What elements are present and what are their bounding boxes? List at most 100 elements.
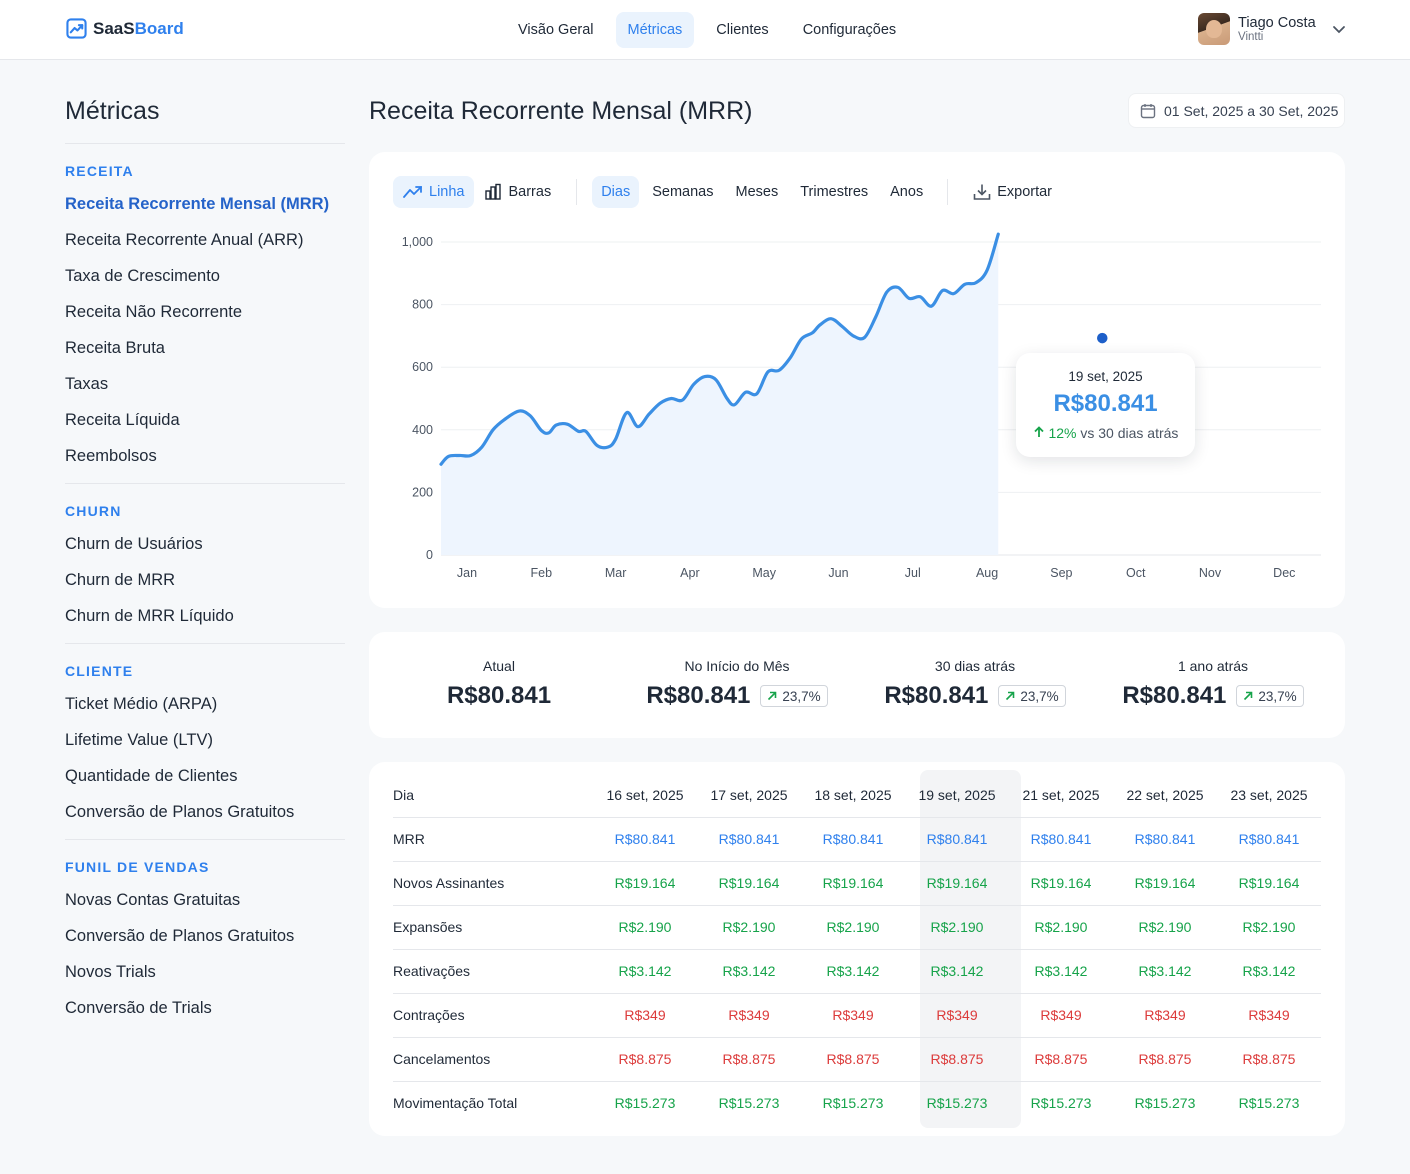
stat-30-dias-atras: 30 dias atrás R$80.841 23,7%	[856, 658, 1094, 710]
table-cell: R$2.190	[801, 905, 905, 950]
table-cell: R$80.841	[905, 817, 1009, 862]
table-cell: R$349	[1113, 993, 1217, 1038]
arrow-up-icon	[1033, 426, 1044, 437]
change-badge: 23,7%	[998, 685, 1066, 707]
table-cell: R$349	[801, 993, 905, 1038]
tooltip-change-pct: 12%	[1048, 425, 1077, 441]
table-cell: R$8.875	[697, 1037, 801, 1082]
stat-label: 30 dias atrás	[934, 658, 1016, 674]
user-menu[interactable]: Tiago Costa Vintti	[1198, 13, 1346, 45]
chart-type-line-button[interactable]: Linha	[393, 176, 475, 208]
column-header[interactable]: 21 set, 2025	[1009, 774, 1113, 818]
mrr-line-chart[interactable]: 0 200 400 600 800 1,000 Jan Feb Mar Apr May Jun Jul A…	[369, 152, 1345, 608]
sidebar-item-novas-contas-gratuitas[interactable]: Novas Contas Gratuitas	[65, 891, 241, 909]
x-tick-label: Sep	[1050, 566, 1072, 580]
y-tick-label: 1,000	[402, 235, 433, 249]
table-cell: R$80.841	[1113, 817, 1217, 862]
sidebar-item-receita-nao-recorrente[interactable]: Receita Não Recorrente	[65, 303, 243, 321]
sidebar-item-conversao-de-planos-gratuitos[interactable]: Conversão de Planos Gratuitos	[65, 803, 295, 821]
nav-metricas[interactable]: Métricas	[615, 12, 695, 48]
date-range-label: 01 Set, 2025 a 30 Set, 2025	[1164, 102, 1339, 119]
table-cell: R$19.164	[593, 861, 697, 906]
sidebar-item-receita-recorrente-anual-arr[interactable]: Receita Recorrente Anual (ARR)	[65, 231, 304, 249]
brand-logo[interactable]: SaaSBoard	[66, 18, 184, 39]
trend-line-icon	[403, 186, 422, 198]
chart-tooltip: 19 set, 2025 R$80.841 12% vs 30 dias atr…	[1016, 353, 1195, 457]
column-header[interactable]: 19 set, 2025	[905, 774, 1009, 818]
row-label: Contrações	[393, 993, 593, 1038]
stat-label: Atual	[483, 658, 515, 674]
sidebar-item-churn-de-mrr-liquido[interactable]: Churn de MRR Líquido	[65, 607, 234, 625]
period-semanas-button[interactable]: Semanas	[652, 184, 714, 200]
mrr-area-fill	[441, 234, 999, 556]
table-cell: R$2.190	[593, 905, 697, 950]
table-cell: R$349	[1009, 993, 1113, 1038]
chart-type-bar-label: Barras	[508, 184, 552, 200]
table-cell: R$2.190	[697, 905, 801, 950]
x-tick-label: May	[752, 566, 776, 580]
date-range-picker[interactable]: 01 Set, 2025 a 30 Set, 2025	[1128, 93, 1345, 128]
x-tick-label: Jul	[905, 566, 921, 580]
sidebar-item-novos-trials[interactable]: Novos Trials	[65, 963, 156, 981]
stat-atual: Atual R$80.841	[380, 658, 618, 710]
sidebar-item-receita-bruta[interactable]: Receita Bruta	[65, 339, 165, 357]
table-cell: R$2.190	[905, 905, 1009, 950]
sidebar-section-funil-de-vendas: FUNIL DE VENDAS	[65, 859, 210, 875]
sidebar-item-churn-de-usuarios[interactable]: Churn de Usuários	[65, 535, 203, 553]
chart-type-bar-button[interactable]: Barras	[474, 176, 561, 208]
table-cell: R$8.875	[593, 1037, 697, 1082]
sidebar-item-receita-liquida[interactable]: Receita Líquida	[65, 411, 180, 429]
trend-logo-icon	[66, 18, 87, 39]
avatar	[1198, 13, 1230, 45]
sidebar-item-conversao-de-trials[interactable]: Conversão de Trials	[65, 999, 212, 1017]
x-tick-label: Feb	[531, 566, 553, 580]
table-cell: R$3.142	[905, 949, 1009, 994]
y-tick-label: 400	[412, 423, 433, 437]
stat-value: R$80.841	[646, 682, 751, 709]
column-header[interactable]: 18 set, 2025	[801, 774, 905, 818]
chevron-down-icon[interactable]	[1332, 22, 1346, 36]
chart-type-line-label: Linha	[429, 184, 465, 200]
x-tick-label: Jun	[828, 566, 848, 580]
change-badge: 23,7%	[760, 685, 828, 707]
y-tick-label: 800	[412, 298, 433, 312]
table-cell: R$80.841	[697, 817, 801, 862]
period-trimestres-button[interactable]: Trimestres	[800, 184, 869, 200]
nav-visao-geral[interactable]: Visão Geral	[518, 22, 594, 38]
sidebar-section-cliente: CLIENTE	[65, 663, 134, 679]
export-button[interactable]: Exportar	[963, 176, 1062, 208]
period-dias-button[interactable]: Dias	[592, 176, 640, 208]
table-row: Reativações R$3.142 R$3.142 R$3.142 R$3.142 R…	[393, 949, 1321, 994]
stat-no-inicio-do-mes: No Início do Mês R$80.841 23,7%	[618, 658, 856, 710]
column-header[interactable]: 17 set, 2025	[697, 774, 801, 818]
sidebar-item-ticket-medio-arpa[interactable]: Ticket Médio (ARPA)	[65, 695, 218, 713]
sidebar-item-receita-recorrente-mensal-mrr[interactable]: Receita Recorrente Mensal (MRR)	[65, 195, 330, 213]
sidebar-item-churn-de-mrr[interactable]: Churn de MRR	[65, 571, 176, 589]
change-badge: 23,7%	[1236, 685, 1304, 707]
sidebar-item-taxas[interactable]: Taxas	[65, 375, 109, 393]
period-meses-button[interactable]: Meses	[735, 184, 779, 200]
x-tick-label: Nov	[1199, 566, 1222, 580]
column-header[interactable]: 23 set, 2025	[1217, 774, 1321, 818]
nav-configuracoes[interactable]: Configurações	[802, 22, 897, 38]
period-anos-button[interactable]: Anos	[890, 184, 924, 200]
calendar-icon	[1140, 103, 1156, 118]
highlight-point	[1095, 331, 1110, 345]
top-header: SaaSBoard Visão Geral Métricas Clientes Con…	[0, 0, 1410, 60]
change-badge-value: 23,7%	[1020, 688, 1059, 704]
column-header[interactable]: 16 set, 2025	[593, 774, 697, 818]
table-cell: R$3.142	[801, 949, 905, 994]
table-row: Novos Assinantes R$19.164 R$19.164 R$19.164…	[393, 861, 1321, 906]
sidebar-divider	[65, 839, 345, 840]
sidebar-item-reembolsos[interactable]: Reembolsos	[65, 447, 157, 465]
column-header[interactable]: 22 set, 2025	[1113, 774, 1217, 818]
sidebar-divider	[65, 483, 345, 484]
sidebar-item-conversao-de-planos-gratuitos[interactable]: Conversão de Planos Gratuitos	[65, 927, 295, 945]
mrr-series-line	[439, 232, 1000, 466]
sidebar-item-lifetime-value-ltv[interactable]: Lifetime Value (LTV)	[65, 731, 213, 749]
user-name: Tiago Costa	[1238, 14, 1316, 31]
sidebar-item-quantidade-de-clientes[interactable]: Quantidade de Clientes	[65, 767, 238, 785]
nav-clientes[interactable]: Clientes	[716, 22, 769, 38]
table-cell: R$19.164	[1113, 861, 1217, 906]
sidebar-item-taxa-de-crescimento[interactable]: Taxa de Crescimento	[65, 267, 220, 285]
